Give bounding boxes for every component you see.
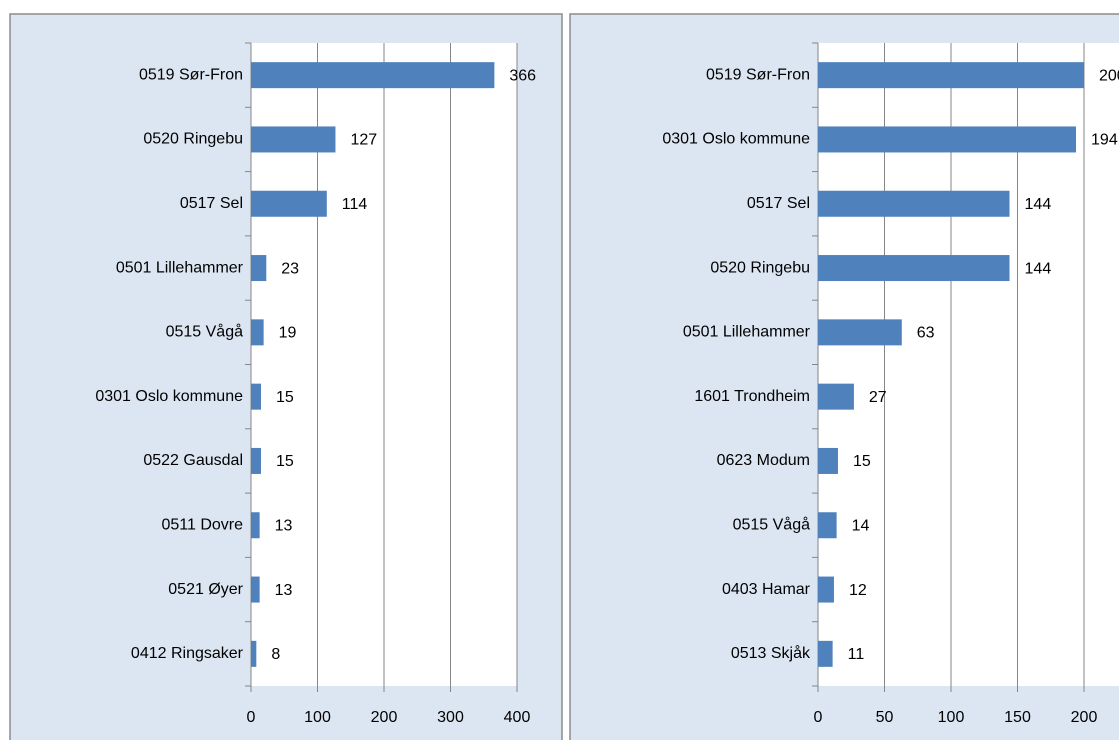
y-tick-label: 0515 Vågå — [166, 323, 244, 341]
value-label: 127 — [350, 132, 377, 149]
bar — [251, 319, 264, 346]
x-tick-label: 0 — [247, 709, 256, 726]
bar — [818, 62, 1084, 89]
x-tick-label: 0 — [814, 709, 823, 726]
x-tick-label: 100 — [304, 709, 331, 726]
x-tick-label: 200 — [371, 709, 398, 726]
value-label: 23 — [281, 260, 299, 277]
value-label: 200 — [1099, 67, 1119, 84]
y-tick-label: 0511 Dovre — [161, 516, 243, 533]
value-label: 8 — [271, 646, 280, 663]
value-label: 15 — [853, 453, 871, 470]
value-label: 15 — [276, 389, 294, 406]
bar — [818, 319, 902, 346]
bar — [818, 576, 834, 603]
x-tick-label: 150 — [1004, 709, 1031, 726]
bar — [251, 126, 336, 153]
x-tick-label: 50 — [876, 709, 894, 726]
value-label: 13 — [275, 582, 293, 599]
y-tick-label: 0519 Sør-Fron — [706, 66, 810, 83]
y-tick-label: 0501 Lillehammer — [116, 259, 244, 276]
y-tick-label: 0517 Sel — [180, 195, 243, 212]
bar — [818, 255, 1010, 282]
x-tick-label: 200 — [1071, 709, 1098, 726]
value-label: 11 — [848, 646, 865, 663]
y-tick-label: 0513 Skjåk — [731, 644, 811, 662]
value-label: 27 — [869, 389, 887, 406]
value-label: 144 — [1025, 260, 1052, 277]
bar — [818, 447, 838, 474]
bar — [251, 512, 260, 539]
y-tick-label: 0520 Ringebu — [143, 131, 243, 148]
bar — [818, 190, 1010, 217]
bar — [251, 62, 495, 89]
value-label: 12 — [849, 582, 867, 599]
y-tick-label: 0519 Sør-Fron — [139, 66, 243, 83]
bar — [251, 383, 261, 410]
bar — [818, 640, 833, 667]
y-tick-label: 0301 Oslo kommune — [662, 131, 810, 148]
y-tick-label: 0412 Ringsaker — [131, 645, 244, 662]
bar — [251, 640, 257, 667]
bar — [251, 576, 260, 603]
x-tick-label: 100 — [938, 709, 965, 726]
y-tick-label: 0623 Modum — [717, 452, 810, 469]
value-label: 14 — [852, 517, 870, 534]
bar — [818, 126, 1077, 153]
y-tick-label: 0301 Oslo kommune — [95, 388, 243, 405]
value-label: 144 — [1025, 196, 1052, 213]
bar — [251, 255, 267, 282]
value-label: 13 — [275, 517, 293, 534]
value-label: 63 — [917, 325, 935, 342]
value-label: 366 — [509, 67, 536, 84]
y-tick-label: 0520 Ringebu — [710, 259, 810, 276]
bar — [818, 383, 854, 410]
y-tick-label: 0501 Lillehammer — [683, 324, 811, 341]
bar — [818, 512, 837, 539]
y-tick-label: 0517 Sel — [747, 195, 810, 212]
y-tick-label: 0521 Øyer — [168, 581, 243, 598]
value-label: 19 — [279, 325, 297, 342]
bar — [251, 190, 327, 217]
value-label: 114 — [342, 196, 368, 213]
y-tick-label: 0522 Gausdal — [143, 452, 243, 469]
value-label: 15 — [276, 453, 294, 470]
x-tick-label: 300 — [437, 709, 464, 726]
value-label: 194 — [1091, 132, 1118, 149]
y-tick-label: 1601 Trondheim — [694, 388, 810, 405]
y-tick-label: 0403 Hamar — [722, 581, 811, 598]
y-tick-label: 0515 Vågå — [733, 515, 811, 533]
x-tick-label: 400 — [504, 709, 531, 726]
bar — [251, 447, 261, 474]
